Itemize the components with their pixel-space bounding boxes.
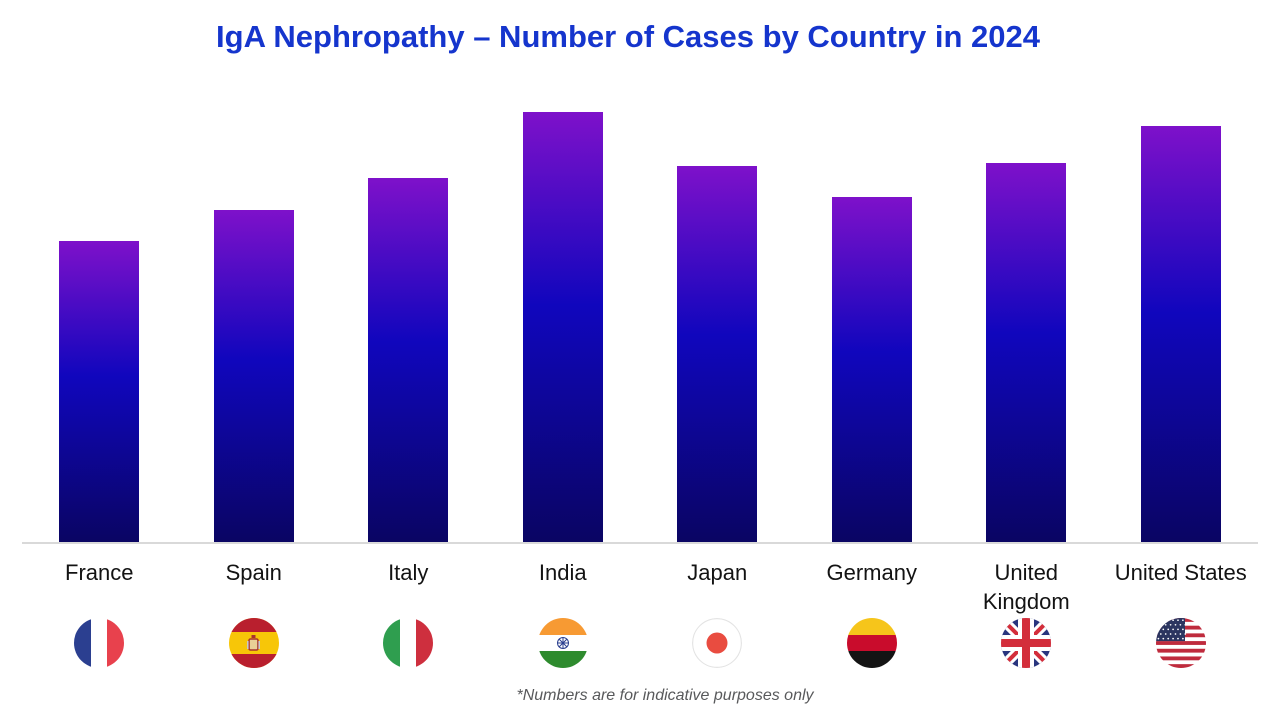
category-label-india: India (538, 560, 587, 585)
bar-united-kingdom (986, 163, 1067, 542)
chart-footnote: *Numbers are for indicative purposes onl… (516, 687, 814, 704)
plot-area (22, 100, 1258, 544)
bar-germany (831, 197, 912, 542)
japan-flag-icon (692, 618, 743, 668)
united-states-flag-icon (1155, 618, 1206, 668)
category-label-italy: Italy (388, 560, 429, 585)
united-kingdom-flag-cell (949, 618, 1104, 674)
italy-flag-cell (331, 618, 486, 674)
category-labels-row: France Spain Italy India Japan Germany United … (22, 544, 1258, 618)
category-label-japan: Japan (687, 560, 748, 585)
category-label-germany: Germany (826, 560, 917, 585)
category-label-united-kingdom: United Kingdom (982, 560, 1070, 614)
india-flag-cell (486, 618, 641, 674)
bar-japan (677, 166, 758, 542)
india-flag-icon (537, 618, 588, 668)
category-label-spain: Spain (225, 560, 282, 585)
chart-title: IgA Nephropathy – Number of Cases by Cou… (216, 19, 1040, 54)
bar-spain (213, 210, 294, 542)
bar-column-italy (331, 100, 486, 542)
category-label-france: France (65, 560, 134, 585)
bar-column-germany (795, 100, 950, 542)
bar-france (59, 241, 140, 542)
bar-column-spain (177, 100, 332, 542)
category-label-united-states: United States (1114, 560, 1247, 585)
italy-flag-icon (383, 618, 434, 668)
germany-flag-cell (795, 618, 950, 674)
united-kingdom-flag-icon (1001, 618, 1052, 668)
france-flag-cell (22, 618, 177, 674)
bar-united-states (1140, 126, 1221, 542)
bar-column-united-kingdom (949, 100, 1104, 542)
spain-flag-cell (177, 618, 332, 674)
germany-flag-icon (846, 618, 897, 668)
france-flag-icon (74, 618, 125, 668)
bar-india (522, 112, 603, 542)
bar-column-united-states (1104, 100, 1259, 542)
bar-column-india (486, 100, 641, 542)
flags-row (22, 618, 1258, 674)
united-states-flag-cell (1104, 618, 1259, 674)
bar-column-japan (640, 100, 795, 542)
bar-column-france (22, 100, 177, 542)
japan-flag-cell (640, 618, 795, 674)
bar-chart: France Spain Italy India Japan Germany United … (22, 100, 1258, 674)
spain-flag-icon (228, 618, 279, 668)
bar-italy (368, 178, 449, 542)
